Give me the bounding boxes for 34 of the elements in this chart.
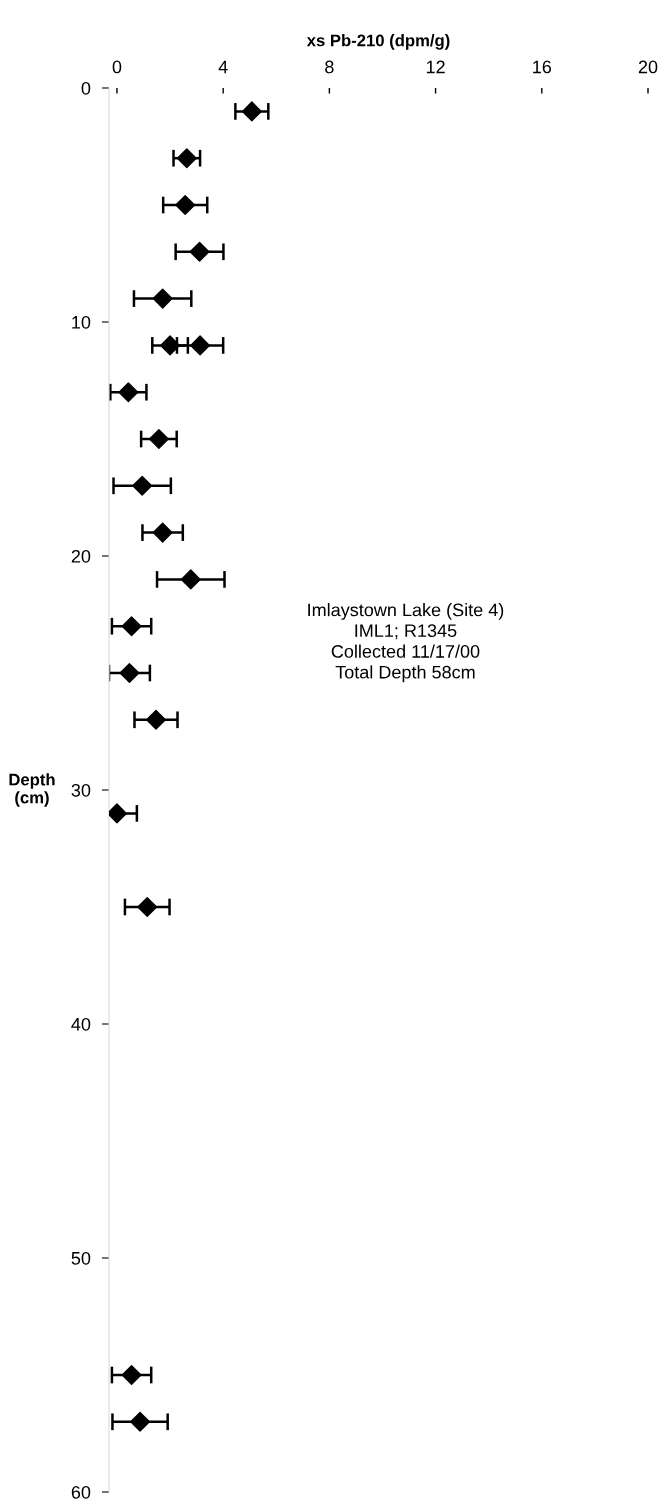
point	[137, 896, 158, 918]
point	[148, 428, 169, 450]
point	[121, 616, 142, 637]
point	[176, 148, 197, 169]
point	[175, 194, 196, 216]
point	[241, 101, 262, 122]
point	[132, 475, 153, 496]
point	[119, 662, 140, 684]
y-tick-label: 0	[81, 81, 91, 95]
x-tick-label: 8	[325, 60, 334, 74]
annotation: Imlaystown Lake (Site 4) IML1; R1345 Collected 11/17/00 Total Depth 58cm	[308, 603, 504, 683]
x-tick-label: 4	[218, 60, 228, 74]
y-axis-title: Depth (cm)	[9, 773, 55, 807]
x-tick-label: 16	[533, 60, 552, 74]
point	[180, 569, 201, 590]
y-tick-label: 40	[71, 1017, 91, 1031]
point	[130, 1411, 151, 1432]
point	[189, 241, 210, 262]
point	[152, 522, 173, 543]
y-tick-label: 60	[71, 1485, 91, 1499]
point	[145, 709, 167, 730]
y-tick-label: 20	[71, 549, 91, 563]
point	[190, 335, 211, 356]
x-tick-label: 12	[426, 60, 445, 74]
point	[152, 288, 173, 309]
x-axis-title: xs Pb-210 (dpm/g)	[306, 34, 450, 50]
y-tick-label: 10	[72, 315, 91, 329]
x-tick-label: 20	[638, 60, 658, 74]
y-tick-label: 50	[71, 1251, 91, 1265]
y-tick-label: 30	[71, 783, 91, 797]
point	[121, 1364, 142, 1386]
x-tick-label: 0	[112, 60, 122, 74]
point	[160, 335, 181, 356]
point	[118, 382, 139, 403]
